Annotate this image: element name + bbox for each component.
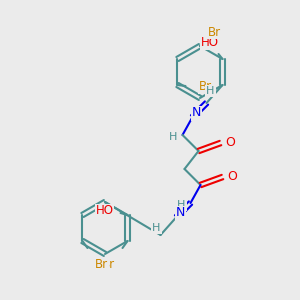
Text: HO: HO: [200, 37, 218, 50]
Text: Br: Br: [207, 26, 220, 38]
Text: HO: HO: [95, 205, 113, 218]
Text: N: N: [176, 206, 185, 220]
Text: H: H: [169, 132, 178, 142]
Text: H: H: [177, 200, 186, 210]
Text: Br: Br: [199, 80, 212, 94]
Text: O: O: [228, 170, 238, 184]
Text: O: O: [226, 136, 236, 149]
Text: Br: Br: [95, 257, 108, 271]
Text: N: N: [192, 106, 201, 119]
Text: Br: Br: [102, 257, 115, 271]
Text: H: H: [206, 86, 215, 96]
Text: H: H: [152, 223, 161, 233]
